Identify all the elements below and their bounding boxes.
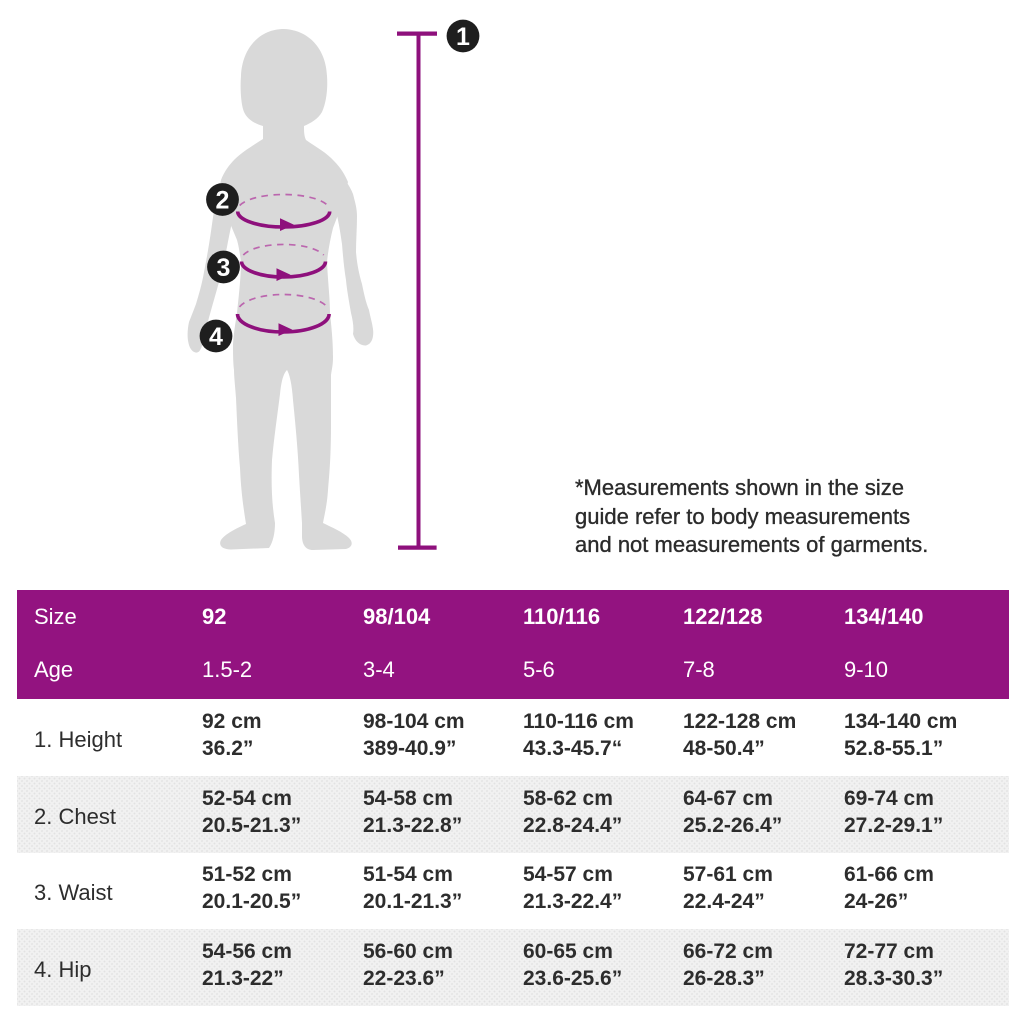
svg-text:3: 3: [217, 254, 231, 282]
svg-text:4: 4: [209, 323, 223, 351]
svg-text:2: 2: [216, 187, 230, 215]
svg-text:1: 1: [456, 23, 470, 51]
